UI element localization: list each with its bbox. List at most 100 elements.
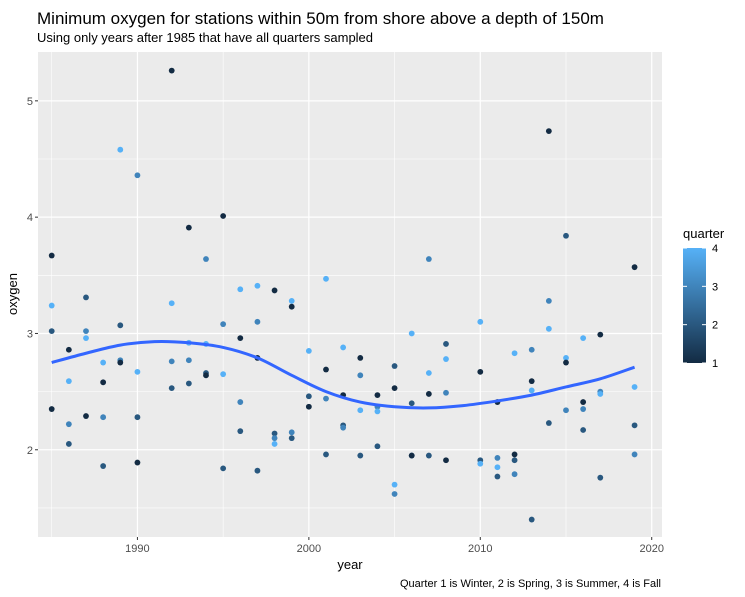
data-point xyxy=(100,379,107,386)
data-point xyxy=(271,287,278,294)
data-point xyxy=(391,491,398,497)
data-point xyxy=(271,435,278,442)
data-point xyxy=(357,372,364,379)
data-point xyxy=(408,330,415,337)
data-point xyxy=(631,451,638,458)
data-point xyxy=(117,322,124,329)
y-axis-title: oxygen xyxy=(5,273,20,315)
data-point xyxy=(168,300,175,307)
data-point xyxy=(528,346,535,353)
data-point xyxy=(374,443,381,450)
y-axis-ticks: 2 3 4 5 xyxy=(27,96,38,457)
data-point xyxy=(357,354,364,361)
data-point xyxy=(580,406,587,412)
data-point xyxy=(65,421,72,428)
data-point xyxy=(323,366,329,373)
data-point xyxy=(528,387,535,394)
data-point xyxy=(425,452,432,459)
data-point xyxy=(117,146,124,153)
data-point xyxy=(563,354,569,361)
data-point xyxy=(134,368,141,375)
data-point xyxy=(254,318,261,325)
x-tick-label: 1990 xyxy=(125,543,149,555)
y-tick-label: 3 xyxy=(27,328,33,340)
data-point xyxy=(340,424,347,431)
data-point xyxy=(631,384,638,390)
data-point xyxy=(631,264,638,271)
data-point xyxy=(168,358,175,365)
y-tick-label: 2 xyxy=(27,445,33,457)
data-point xyxy=(220,465,227,472)
data-point xyxy=(254,282,261,289)
data-point xyxy=(357,452,364,459)
major-gridlines xyxy=(38,52,662,537)
data-point xyxy=(83,294,89,301)
data-point xyxy=(185,357,192,364)
data-point xyxy=(305,403,312,410)
data-point xyxy=(65,441,72,447)
data-point xyxy=(545,128,552,134)
x-tick-label: 2020 xyxy=(639,543,663,555)
legend-title: quarter xyxy=(683,226,725,241)
data-point xyxy=(305,348,312,354)
data-point xyxy=(425,391,432,397)
data-point xyxy=(220,321,227,328)
data-point xyxy=(545,420,552,426)
data-point xyxy=(237,428,244,435)
data-point xyxy=(323,275,329,282)
data-point xyxy=(563,232,569,239)
data-point xyxy=(117,359,124,366)
x-tick-label: 2010 xyxy=(468,543,492,555)
trend-line xyxy=(51,339,636,410)
data-point xyxy=(425,256,432,262)
data-point xyxy=(374,408,381,415)
data-point xyxy=(48,328,55,335)
data-point xyxy=(443,389,449,396)
data-point xyxy=(168,67,175,74)
data-point xyxy=(528,516,535,523)
data-point xyxy=(597,331,604,338)
data-point xyxy=(83,335,89,342)
data-point xyxy=(494,464,501,471)
data-point xyxy=(271,441,278,447)
data-point xyxy=(254,467,261,474)
data-point xyxy=(374,392,381,399)
data-point xyxy=(545,297,552,304)
data-point xyxy=(65,378,72,385)
data-point xyxy=(83,328,89,335)
y-tick-label: 4 xyxy=(27,212,33,224)
data-point xyxy=(237,399,244,405)
data-point xyxy=(511,451,518,458)
minor-gridlines xyxy=(38,52,662,537)
data-point xyxy=(425,370,432,376)
x-axis-title: year xyxy=(337,557,363,572)
data-point xyxy=(580,335,587,342)
x-axis-ticks: 1990 2000 2010 2020 xyxy=(125,537,664,555)
data-point xyxy=(545,325,552,332)
data-point xyxy=(631,422,638,429)
data-point xyxy=(443,356,449,362)
data-point xyxy=(391,363,398,369)
data-point xyxy=(185,224,192,231)
data-point xyxy=(408,452,415,459)
data-point xyxy=(580,399,587,405)
data-point xyxy=(288,429,295,436)
data-point xyxy=(477,318,484,325)
data-point xyxy=(288,297,295,304)
legend-tick-label: 1 xyxy=(712,358,718,370)
data-point xyxy=(305,393,312,400)
data-point xyxy=(65,346,72,353)
data-point xyxy=(597,391,604,397)
data-point xyxy=(288,435,295,442)
data-point xyxy=(100,359,107,366)
y-tick-label: 5 xyxy=(27,96,33,108)
data-points xyxy=(48,67,638,523)
data-point xyxy=(271,430,278,437)
data-point xyxy=(580,427,587,433)
legend-tick-label: 2 xyxy=(712,320,718,332)
data-point xyxy=(220,371,227,378)
data-point xyxy=(443,457,449,464)
data-point xyxy=(134,172,141,179)
data-point xyxy=(528,378,535,385)
